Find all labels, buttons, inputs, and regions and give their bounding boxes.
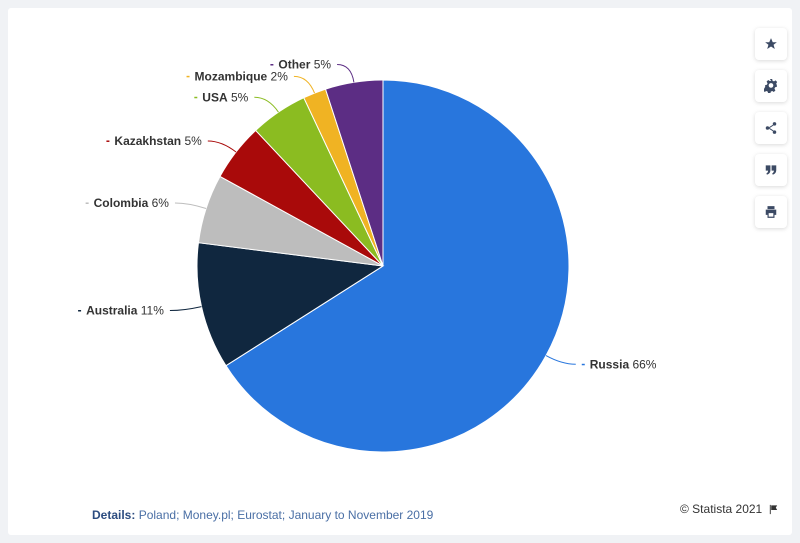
slice-label: Mozambique 2% [195, 69, 289, 83]
print-button[interactable] [755, 196, 787, 228]
connector-line [545, 355, 576, 365]
slice-label-value: 11% [137, 304, 164, 318]
credit-text: © Statista 2021 [680, 502, 763, 516]
details-label: Details: [92, 508, 136, 522]
label-marker [270, 64, 274, 66]
share-icon [765, 122, 777, 134]
statista-credit[interactable]: © Statista 2021 [680, 502, 779, 516]
slice-label-name: Australia [86, 304, 138, 318]
slice-label-name: Russia [590, 357, 630, 371]
connector-line [174, 202, 207, 209]
pie-slice-russia[interactable] [225, 79, 570, 453]
cite-button[interactable] [755, 154, 787, 186]
slice-label-value: 6% [148, 196, 169, 210]
slice-label-value: 5% [310, 58, 331, 72]
pie-chart: Russia 66% Australia 11% Colombia 6% Kazakh… [78, 58, 657, 453]
flag-icon[interactable] [768, 504, 779, 515]
connector-line [293, 75, 315, 94]
details-line: Details: Poland; Money.pl; Eurostat; Jan… [92, 508, 433, 522]
connector-line [254, 96, 279, 113]
slice-label-name: Mozambique [195, 69, 268, 83]
slice-label: Other 5% [278, 58, 331, 72]
slice-label-name: Kazakhstan [114, 134, 181, 148]
label-marker [85, 202, 89, 204]
slice-label: Kazakhstan 5% [114, 134, 202, 148]
label-marker [186, 75, 190, 78]
quote-icon [765, 165, 777, 175]
pie-slice-other[interactable] [324, 79, 384, 267]
slice-label-value: 66% [629, 357, 657, 371]
star-icon [765, 38, 777, 49]
slice-label-value: 5% [181, 134, 202, 148]
slice-label-value: 5% [228, 90, 249, 104]
label-marker [78, 310, 82, 312]
slice-label-name: Other [278, 58, 310, 72]
favorite-button[interactable] [755, 28, 787, 60]
slice-label: Russia 66% [590, 357, 657, 371]
gear-icon [764, 79, 778, 93]
slice-label: Colombia 6% [94, 196, 170, 210]
slice-label-name: USA [202, 90, 228, 104]
connector-line [207, 140, 237, 153]
label-marker [581, 363, 585, 366]
details-text: Poland; Money.pl; Eurostat; January to N… [138, 508, 434, 522]
pie-slice-australia[interactable] [196, 242, 385, 367]
slice-label-value: 2% [267, 69, 288, 83]
slice-label: USA 5% [202, 90, 248, 104]
print-icon [765, 206, 777, 218]
connector-line [169, 306, 202, 312]
share-button[interactable] [755, 112, 787, 144]
slice-label: Australia 11% [86, 304, 164, 318]
toolbar [755, 28, 787, 238]
label-marker [106, 140, 110, 142]
label-marker [194, 96, 198, 99]
settings-button[interactable] [755, 70, 787, 102]
slice-label-name: Colombia [94, 196, 149, 210]
chart-card: Russia 66% Australia 11% Colombia 6% Kazakh… [8, 8, 792, 535]
connector-line [337, 64, 355, 83]
